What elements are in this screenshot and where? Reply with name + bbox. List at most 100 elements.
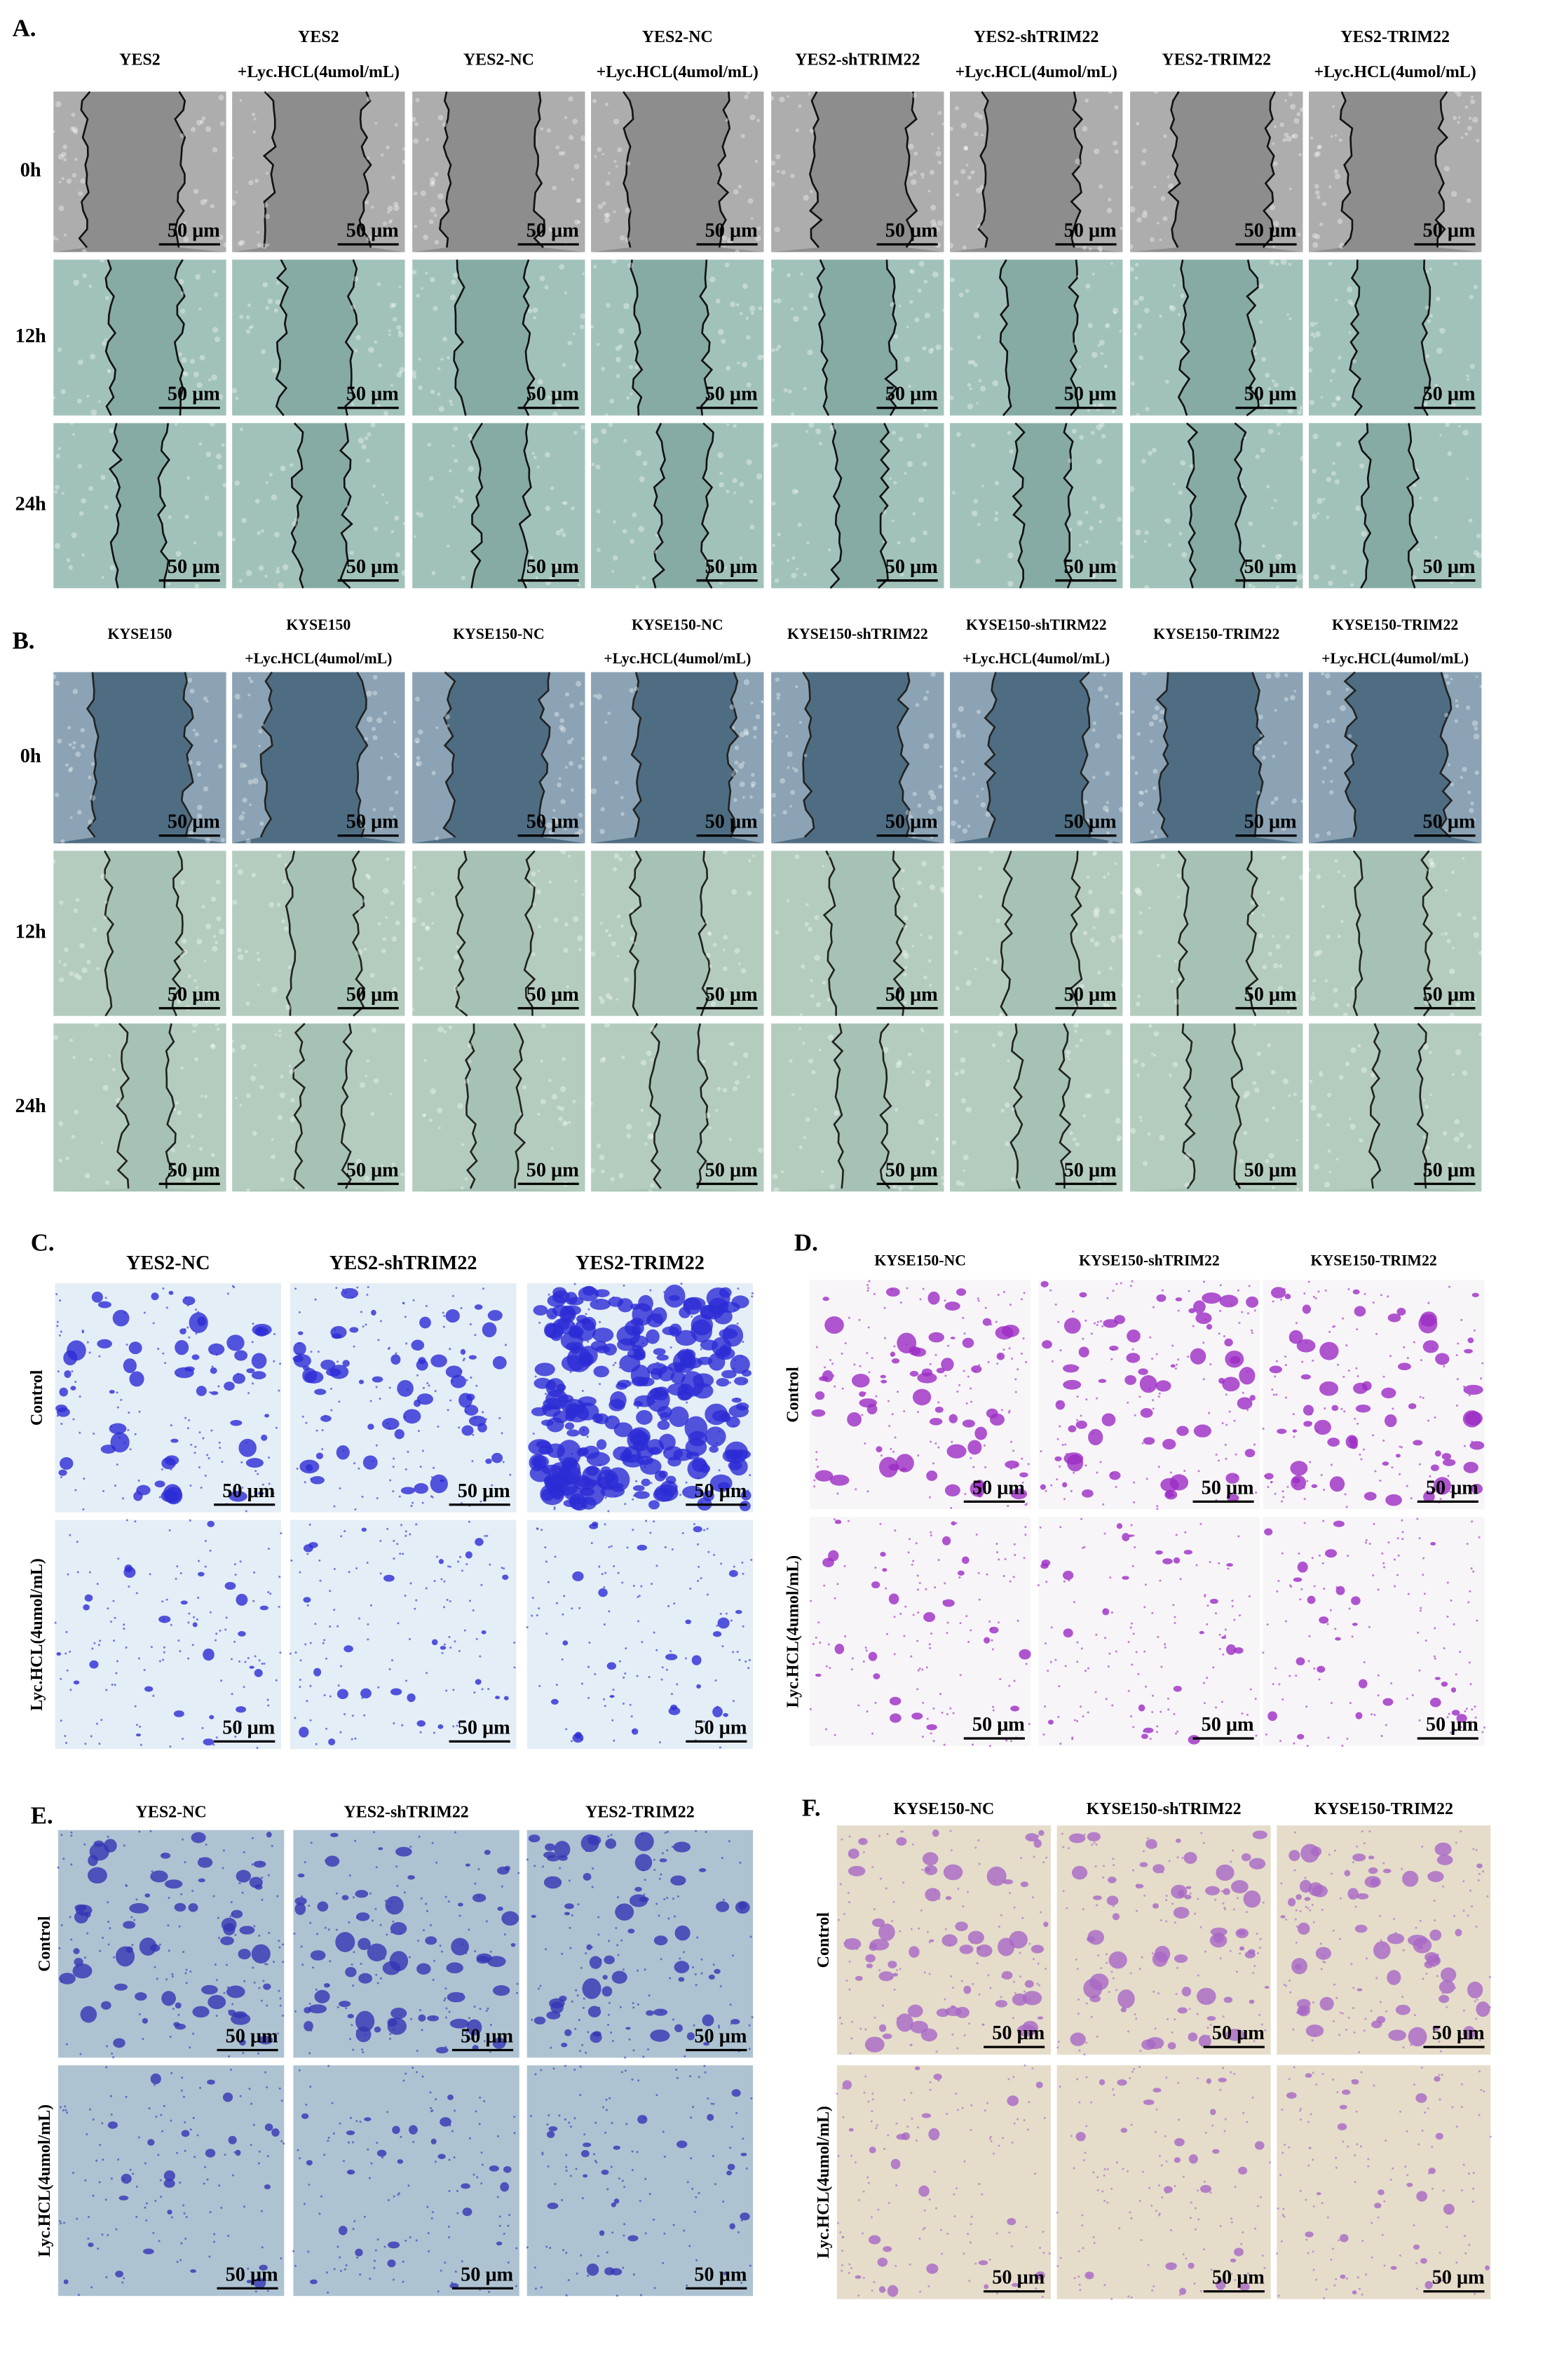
cell bbox=[138, 1830, 141, 1833]
cell bbox=[1136, 890, 1143, 896]
cell bbox=[1389, 1355, 1392, 1358]
cell bbox=[951, 491, 956, 494]
cell bbox=[1324, 979, 1328, 983]
cell bbox=[248, 180, 254, 186]
cell bbox=[715, 1109, 719, 1112]
cell bbox=[943, 1743, 946, 1746]
cell bbox=[1136, 731, 1141, 736]
cell bbox=[72, 433, 75, 436]
cell bbox=[262, 282, 268, 288]
stained-cell bbox=[504, 1865, 510, 1871]
cell-layer bbox=[771, 851, 836, 1016]
cell bbox=[161, 1468, 163, 1470]
stained-cell bbox=[1127, 1329, 1141, 1343]
cell bbox=[709, 276, 716, 283]
scale-bar-label: 50 μm bbox=[694, 1717, 747, 1738]
cell bbox=[827, 548, 831, 552]
cell bbox=[930, 1632, 933, 1635]
cell bbox=[1309, 1461, 1312, 1463]
cell bbox=[435, 1861, 438, 1864]
cell bbox=[629, 688, 634, 693]
cell bbox=[1337, 870, 1340, 874]
stained-cell bbox=[445, 1365, 463, 1378]
stained-cell bbox=[330, 1832, 339, 1837]
cell bbox=[1151, 1694, 1155, 1697]
cell bbox=[449, 1600, 451, 1603]
stained-cell bbox=[1335, 1637, 1341, 1641]
cell bbox=[240, 1722, 243, 1724]
wound-edge bbox=[628, 850, 642, 1017]
cell bbox=[158, 1660, 161, 1663]
cell bbox=[122, 1497, 125, 1500]
cell-layer bbox=[412, 851, 468, 1016]
cell bbox=[191, 1889, 194, 1892]
cell bbox=[1209, 1561, 1211, 1564]
cell bbox=[1103, 364, 1108, 368]
cell bbox=[749, 305, 756, 312]
cell bbox=[1480, 1377, 1483, 1380]
cell bbox=[422, 1113, 426, 1118]
stained-cell bbox=[1441, 1682, 1448, 1687]
cell bbox=[410, 1007, 415, 1011]
cell bbox=[1286, 313, 1290, 316]
cell bbox=[1331, 718, 1335, 723]
cell bbox=[82, 273, 87, 278]
cell bbox=[914, 317, 920, 323]
cell bbox=[168, 1949, 170, 1952]
cell bbox=[559, 724, 564, 730]
cell bbox=[412, 269, 417, 275]
cell bbox=[933, 223, 937, 227]
micrograph: 50 μm bbox=[771, 850, 946, 1016]
stained-cell bbox=[1464, 1348, 1473, 1354]
cell bbox=[1393, 1558, 1396, 1561]
cell-layer bbox=[950, 1023, 1024, 1192]
stained-cell bbox=[1329, 1476, 1345, 1492]
scale-bar-label: 50 μm bbox=[346, 220, 399, 242]
cell bbox=[259, 1084, 264, 1090]
cell bbox=[555, 530, 562, 536]
cell bbox=[189, 1519, 191, 1522]
cell bbox=[461, 1143, 465, 1147]
stained-cell bbox=[154, 1480, 165, 1488]
cell bbox=[1457, 121, 1460, 124]
cell bbox=[362, 1325, 365, 1328]
cell bbox=[1318, 1554, 1321, 1557]
cell bbox=[533, 456, 537, 459]
cell bbox=[210, 203, 215, 209]
scale-bar-label: 50 μm bbox=[1423, 811, 1476, 833]
cell bbox=[718, 1469, 721, 1472]
cell bbox=[998, 1013, 1003, 1017]
stained-cell bbox=[729, 1458, 748, 1476]
stained-cell bbox=[822, 1297, 829, 1301]
cell bbox=[991, 1043, 996, 1048]
cell bbox=[988, 848, 994, 854]
cell bbox=[1248, 521, 1253, 526]
wound-edge bbox=[344, 259, 358, 416]
stained-cell bbox=[114, 1983, 128, 1991]
cell bbox=[1021, 1481, 1024, 1484]
cell bbox=[1312, 433, 1319, 440]
cell bbox=[605, 993, 611, 999]
cell bbox=[901, 887, 904, 891]
cell bbox=[548, 998, 552, 1002]
cell bbox=[809, 128, 815, 133]
cell bbox=[218, 928, 225, 935]
cell bbox=[486, 1534, 489, 1537]
cell bbox=[1288, 92, 1293, 97]
cell bbox=[56, 1320, 59, 1323]
cell bbox=[949, 277, 955, 283]
cell bbox=[1283, 741, 1288, 745]
cell bbox=[1319, 1070, 1322, 1074]
cell bbox=[102, 1085, 109, 1091]
cell bbox=[377, 921, 381, 926]
cell bbox=[591, 1886, 594, 1888]
cell bbox=[1086, 875, 1090, 879]
stained-cell bbox=[151, 1292, 159, 1301]
cell bbox=[420, 1897, 423, 1900]
cell bbox=[1267, 952, 1273, 956]
cell bbox=[663, 1898, 666, 1900]
scale-bar-label: 50 μm bbox=[1423, 220, 1476, 242]
cell bbox=[1343, 1410, 1346, 1413]
cell bbox=[750, 784, 755, 788]
cell bbox=[380, 153, 384, 157]
